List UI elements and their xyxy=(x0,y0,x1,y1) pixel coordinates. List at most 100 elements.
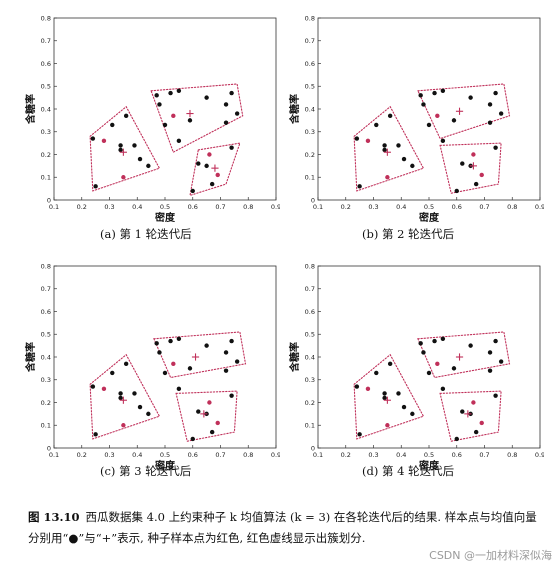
sample-point xyxy=(118,395,123,401)
x-tick-label: 0.2 xyxy=(77,203,87,211)
mean-vector-marker xyxy=(455,107,464,115)
sample-point xyxy=(460,161,465,166)
x-tick-label: 0.8 xyxy=(243,203,253,211)
sample-point xyxy=(146,163,151,169)
x-tick-label: 0.6 xyxy=(452,203,462,211)
x-tick-label: 0.9 xyxy=(271,451,280,459)
y-tick-label: 0.8 xyxy=(41,14,51,22)
seed-point xyxy=(121,423,126,428)
sample-point xyxy=(493,90,498,96)
x-tick-label: 0.5 xyxy=(160,203,170,211)
sample-point xyxy=(187,118,193,123)
x-tick-label: 0.7 xyxy=(479,451,489,459)
plot-frame xyxy=(317,265,541,449)
sample-point xyxy=(421,350,426,355)
sample-point xyxy=(382,147,387,153)
sample-point xyxy=(93,432,98,437)
sample-point xyxy=(162,122,168,128)
sample-point xyxy=(118,143,123,148)
sample-point xyxy=(209,181,215,187)
y-tick-label: 0.8 xyxy=(305,14,315,22)
y-axis-title: 含糖率 xyxy=(24,342,37,372)
mean-vector-marker xyxy=(211,164,219,172)
y-tick-label: 0.1 xyxy=(41,422,51,430)
sample-point xyxy=(209,429,215,435)
sample-point xyxy=(498,111,504,116)
sample-point xyxy=(223,350,229,355)
x-tick-label: 0.1 xyxy=(313,451,323,459)
mean-vector-marker xyxy=(119,396,127,404)
sample-point xyxy=(146,411,151,417)
y-tick-label: 0.8 xyxy=(305,262,315,270)
y-tick-label: 0.1 xyxy=(305,422,315,430)
sample-point xyxy=(223,120,229,125)
sample-point xyxy=(204,343,209,348)
y-tick-label: 0.1 xyxy=(41,174,51,182)
sample-point xyxy=(498,359,504,364)
mean-vector-marker xyxy=(383,396,391,404)
sample-point xyxy=(123,113,129,119)
seed-point xyxy=(435,361,440,367)
sample-point xyxy=(487,368,493,373)
seed-point xyxy=(471,400,476,405)
cluster-outline xyxy=(89,353,161,440)
seed-point xyxy=(171,113,176,119)
sample-point xyxy=(473,181,479,187)
y-tick-label: 0.5 xyxy=(305,83,315,91)
x-tick-label: 0.8 xyxy=(507,203,517,211)
sample-point xyxy=(401,404,407,410)
sample-point xyxy=(110,122,115,128)
x-tick-label: 0.3 xyxy=(368,203,378,211)
seed-point xyxy=(385,423,390,428)
seed-point xyxy=(101,138,107,144)
sample-point xyxy=(168,338,173,344)
sample-point xyxy=(387,113,393,119)
y-tick-label: 0 xyxy=(47,196,51,204)
sample-point xyxy=(432,338,437,344)
cluster-outline xyxy=(189,142,241,197)
y-tick-label: 0.7 xyxy=(41,37,51,45)
sample-point xyxy=(123,361,129,367)
seed-point xyxy=(479,420,484,426)
sample-point xyxy=(387,361,393,367)
sample-point xyxy=(410,163,415,169)
sample-point xyxy=(426,370,432,376)
seed-point xyxy=(215,172,220,178)
seed-point xyxy=(479,172,484,178)
sample-point xyxy=(440,138,446,144)
y-tick-label: 0.2 xyxy=(41,151,51,159)
x-tick-label: 0.4 xyxy=(396,203,406,211)
y-tick-label: 0.6 xyxy=(41,60,51,68)
sample-point xyxy=(190,436,195,442)
x-tick-label: 0.5 xyxy=(160,451,170,459)
sample-point xyxy=(187,366,193,371)
sample-point xyxy=(118,391,123,396)
seed-point xyxy=(365,386,371,392)
seed-point xyxy=(171,361,176,367)
x-tick-label: 0.8 xyxy=(507,451,517,459)
sample-point xyxy=(451,118,457,123)
sample-point xyxy=(93,184,98,189)
sample-point xyxy=(410,411,415,417)
y-tick-label: 0.5 xyxy=(41,331,51,339)
x-tick-label: 0.8 xyxy=(243,451,253,459)
y-tick-label: 0.3 xyxy=(305,376,315,384)
x-tick-label: 0.7 xyxy=(479,203,489,211)
sample-point xyxy=(132,143,137,148)
seed-point xyxy=(471,152,476,157)
sample-point xyxy=(440,386,446,392)
y-tick-label: 0.7 xyxy=(41,285,51,293)
seed-point xyxy=(215,420,220,426)
x-tick-label: 0.5 xyxy=(424,203,434,211)
sample-point xyxy=(432,90,437,96)
sample-point xyxy=(454,436,459,442)
plot-frame xyxy=(53,17,277,201)
sample-point xyxy=(90,384,96,389)
sample-point xyxy=(460,409,465,414)
sample-point xyxy=(196,161,201,166)
sample-point xyxy=(473,429,479,435)
x-tick-label: 0.9 xyxy=(271,203,280,211)
y-tick-label: 0.2 xyxy=(305,399,315,407)
seed-point xyxy=(207,152,212,157)
x-tick-label: 0.2 xyxy=(77,451,87,459)
